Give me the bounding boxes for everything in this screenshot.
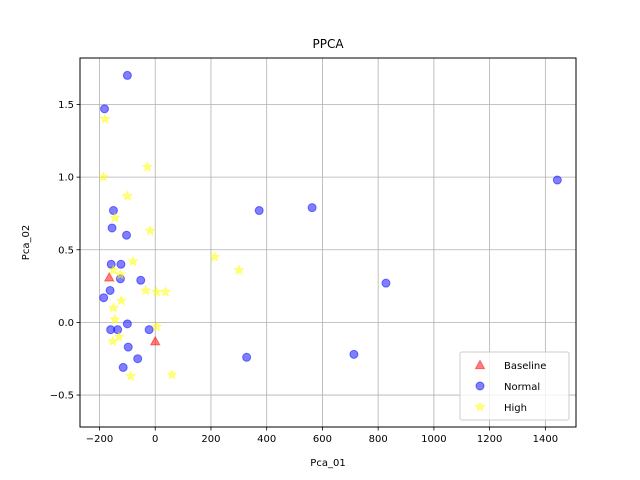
- x-tick-label: 800: [369, 434, 388, 445]
- high-point: [141, 161, 154, 172]
- normal-point: [552, 175, 562, 185]
- normal-point: [100, 104, 110, 114]
- legend-baseline-marker: [474, 359, 486, 370]
- high-point: [113, 331, 125, 342]
- high-point: [166, 368, 178, 380]
- high-point: [208, 251, 221, 262]
- y-tick-label: 0.5: [58, 245, 74, 256]
- high-point: [159, 286, 172, 297]
- normal-point: [99, 293, 109, 303]
- baseline-point: [149, 335, 161, 346]
- high-point: [107, 301, 120, 313]
- high-point: [140, 284, 152, 296]
- y-tick-label: 0.0: [58, 318, 74, 329]
- normal-point: [113, 325, 123, 335]
- x-tick-label: 1200: [477, 434, 502, 445]
- normal-point: [349, 349, 359, 359]
- x-tick-label: −200: [86, 434, 113, 445]
- high-point: [99, 113, 111, 124]
- normal-point: [105, 285, 115, 295]
- legend-high-label: High: [504, 403, 527, 414]
- normal-point: [381, 278, 391, 288]
- x-tick-label: 600: [313, 434, 332, 445]
- ticks-layer: −200 0 200 400 600 800 1000 1200 1400 −0.5 0.0 0.5 1…: [50, 100, 558, 445]
- chart-title: PPCA: [312, 37, 344, 51]
- high-point: [233, 264, 245, 275]
- normal-point: [136, 275, 146, 285]
- high-point: [121, 190, 133, 201]
- high-point: [125, 370, 137, 381]
- x-tick-label: 400: [257, 434, 276, 445]
- baseline-point: [103, 271, 115, 282]
- y-axis-label: Pca_02: [21, 225, 32, 260]
- y-tick-label: 1.0: [58, 173, 74, 184]
- legend-high-marker: [474, 401, 486, 412]
- normal-point: [122, 230, 132, 240]
- normal-point: [307, 203, 317, 213]
- high-point: [107, 264, 120, 275]
- normal-point: [108, 206, 118, 216]
- normal-point: [107, 223, 117, 233]
- high-point: [107, 335, 119, 347]
- legend-normal-label: Normal: [504, 382, 540, 393]
- series-baseline: [103, 271, 161, 346]
- points-layer: [97, 70, 562, 381]
- high-point: [127, 255, 139, 267]
- plot-frame: [79, 57, 577, 428]
- legend: Baseline Normal High: [459, 351, 570, 421]
- high-point: [115, 294, 127, 306]
- high-point: [151, 286, 163, 297]
- y-tick-label: 1.5: [58, 100, 74, 111]
- high-point: [97, 171, 110, 182]
- legend-baseline-label: Baseline: [504, 361, 546, 372]
- y-tick-label: −0.5: [50, 391, 74, 402]
- normal-point: [133, 354, 143, 364]
- high-point: [144, 224, 156, 236]
- normal-point: [254, 206, 264, 216]
- x-tick-label: 1400: [533, 434, 558, 445]
- legend-normal-marker: [475, 381, 485, 391]
- normal-point: [242, 352, 252, 362]
- normal-point: [144, 325, 154, 335]
- x-tick-label: 200: [201, 434, 220, 445]
- high-point: [109, 313, 121, 325]
- high-point: [109, 211, 121, 223]
- x-tick-label: 1000: [421, 434, 446, 445]
- high-point: [151, 320, 163, 332]
- normal-point: [122, 319, 132, 329]
- series-high: [97, 113, 245, 381]
- high-point: [114, 268, 126, 280]
- normal-point: [118, 362, 128, 372]
- x-tick-label: 0: [152, 434, 158, 445]
- normal-point: [122, 70, 132, 80]
- normal-point: [123, 342, 133, 352]
- legend-box: [459, 351, 570, 421]
- x-axis-label: Pca_01: [310, 458, 345, 469]
- normal-point: [116, 259, 126, 269]
